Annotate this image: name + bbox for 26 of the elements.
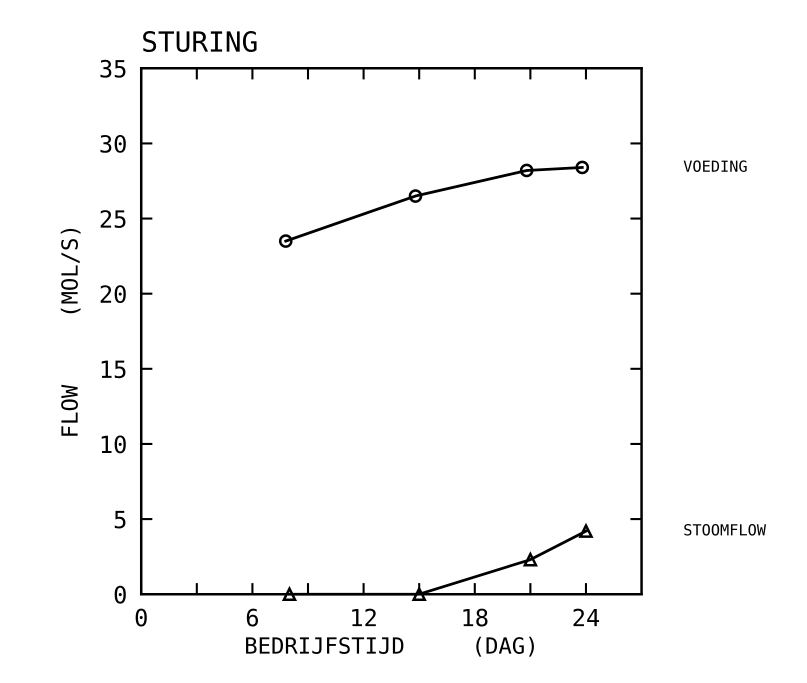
x-axis-title: BEDRIJFSTIJD (DAG) [246, 636, 534, 657]
chart-title: STURING [143, 31, 257, 52]
x-tick-label: 0 [136, 608, 147, 626]
y-tick-label: 30 [100, 134, 126, 153]
y-axis-title: FLOW (MOL/S) [60, 228, 81, 436]
text: STOOMFLOW [684, 524, 766, 536]
point [278, 234, 293, 248]
point [575, 160, 590, 174]
point [579, 524, 593, 538]
point [524, 552, 538, 566]
text: VOEDING [684, 160, 747, 172]
y-tick-label: 35 [100, 60, 126, 78]
y-tick-label: 0 [114, 586, 126, 604]
y-tick-label: 10 [102, 435, 126, 454]
x-tick-label: 18 [463, 608, 488, 626]
y-tick-label: 5 [114, 510, 126, 528]
x-tick-label: 6 [246, 608, 258, 626]
x-tick-label: 12 [352, 608, 376, 626]
point [520, 164, 534, 178]
x-tick-label: 24 [574, 608, 600, 626]
y-tick-label: 15 [102, 360, 126, 378]
point [412, 587, 426, 602]
point [282, 587, 296, 602]
point [408, 189, 422, 203]
y-tick-label: 25 [100, 210, 126, 228]
y-tick-label: 20 [100, 285, 126, 304]
